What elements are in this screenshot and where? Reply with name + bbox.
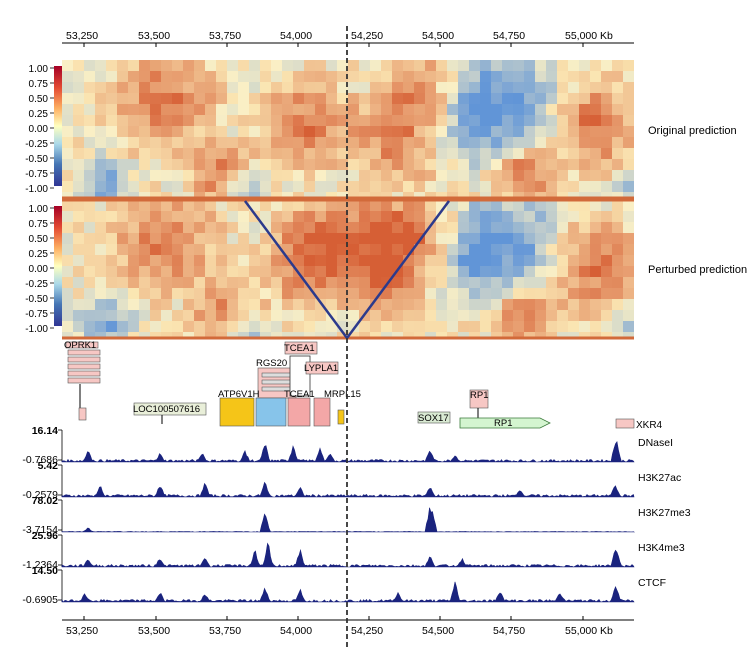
track-max-label: 78.02 [32,495,58,507]
track-name: H3K4me3 [638,542,685,554]
track-min-label: -1.2364 [22,559,58,571]
top-axis-tick-label: 54,500 [422,30,454,42]
colorbar-tick-label: -1.00 [25,184,48,195]
gene-rp1-upper: RP1 [469,389,488,420]
colorbar-original-labels: 1.00 0.75 0.50 0.25 0.00 -0.25 -0.50 -0.75 -1.00 [25,64,54,195]
colorbar-perturbed-labels: 1.00 0.75 0.50 0.25 0.00 -0.25 -0.50 -0.75 -1.00 [25,204,54,335]
top-axis-tick-label: 54,000 [280,30,312,42]
top-axis-tick-label: 55,000 Kb [565,30,613,42]
heatmap-label-perturbed: Perturbed prediction [648,264,747,276]
colorbar-tick-label: 0.50 [29,94,49,105]
gene-label-tcea1-top: TCEA1 [284,343,315,354]
colorbar-tick-label: 0.00 [29,124,49,135]
colorbar-perturbed [54,206,62,326]
bottom-axis-tick-label: 54,000 [280,625,312,637]
track-signal [61,440,635,463]
colorbar-tick-label: -1.00 [25,324,48,335]
track-signal [61,542,635,568]
gene-annotation-track: OPRK1 RGS20 TCEA1 LYPLA1 ATP6V1H TCEA1 M… [64,340,663,431]
top-coordinate-axis: 53,250 53,500 53,750 54,000 54,250 54,500 54,7… [62,30,634,47]
track-name: H3K27ac [638,472,681,484]
colorbar-tick-label: -0.75 [25,309,48,320]
colorbar-tick-label: 1.00 [29,204,49,215]
gene-label-rp1: RP1 [494,418,512,429]
colorbar-tick-label: 1.00 [29,64,49,75]
track-h3k4me3: 25.96 -1.2364 H3K4me3 [22,530,684,571]
colorbar-tick-label: 0.25 [29,249,49,260]
bottom-axis-tick-label: 53,750 [209,625,241,637]
gene-label-atp6v1h: ATP6V1H [218,389,260,400]
top-axis-tick-label: 53,500 [138,30,170,42]
bottom-axis-tick-label: 54,250 [351,625,383,637]
gene-xkr4: XKR4 [615,418,663,431]
bottom-axis-tick-label: 55,000 Kb [565,625,613,637]
gene-label-rp1-upper: RP1 [470,390,488,401]
track-name: DNaseI [638,437,673,449]
track-max-label: 25.96 [32,530,58,542]
track-name: CTCF [638,577,666,589]
track-h3k27ac: 5.42 -0.2579 H3K27ac [22,460,681,501]
gene-loc100507616: LOC100507616 [133,402,207,424]
track-max-label: 16.14 [32,425,58,437]
track-min-label: -0.2579 [22,489,58,501]
colorbar-tick-label: -0.25 [25,139,48,150]
track-signal [61,481,635,498]
colorbar-tick-label: 0.00 [29,264,49,275]
bottom-axis-tick-label: 54,500 [422,625,454,637]
track-name: H3K27me3 [638,507,691,519]
colorbar-original [54,66,62,186]
top-axis-tick-label: 53,250 [66,30,98,42]
track-signal [61,507,636,533]
colorbar-tick-label: 0.50 [29,234,49,245]
track-max-label: 14.50 [32,565,58,577]
original-prediction-heatmap [62,60,634,200]
gene-label-rgs20: RGS20 [256,358,287,369]
track-min-label: -3.7154 [22,524,58,536]
bottom-axis-tick-label: 54,750 [493,625,525,637]
gene-oprk1: OPRK1 [64,340,101,421]
gene-sox17: SOX17 [417,411,451,424]
colorbar-tick-label: -0.25 [25,279,48,290]
gene-label-sox17: SOX17 [418,413,449,424]
track-min-label: -0.7686 [22,454,58,466]
gene-rp1: RP1 [459,417,551,429]
top-axis-tick-label: 53,750 [209,30,241,42]
colorbar-tick-label: -0.50 [25,294,48,305]
gene-label-mrpl15: MRPL15 [324,389,361,400]
gene-label-tcea1: TCEA1 [284,389,315,400]
track-max-label: 5.42 [38,460,59,472]
colorbar-tick-label: -0.75 [25,169,48,180]
colorbar-tick-label: 0.75 [29,79,49,90]
colorbar-tick-label: 0.75 [29,219,49,230]
track-h3k27me3: 78.02 -3.7154 H3K27me3 [22,495,690,536]
bottom-axis-tick-label: 53,500 [138,625,170,637]
gene-label-lypla1: LYPLA1 [304,363,338,374]
colorbar-tick-label: -0.50 [25,154,48,165]
top-axis-tick-label: 54,250 [351,30,383,42]
perturbed-prediction-heatmap [62,198,634,340]
bottom-coordinate-axis: 53,250 53,500 53,750 54,000 54,250 54,500 54,7… [62,616,634,637]
colorbar-tick-label: 0.25 [29,109,49,120]
gene-cluster-center: RGS20 TCEA1 LYPLA1 ATP6V1H TCEA1 MRPL15 [218,341,361,427]
perturbation-line-left [243,200,349,339]
track-ctcf: 14.50 -0.6905 CTCF [22,565,666,606]
top-axis-tick-label: 54,750 [493,30,525,42]
track-signal [61,581,635,603]
signal-tracks: 16.14 -0.7686 DNaseI 5.42 -0.2579 H3K27ac 78.0… [22,425,690,606]
track-min-label: -0.6905 [22,594,58,606]
gene-label-oprk1: OPRK1 [64,340,96,351]
track-dnasei: 16.14 -0.7686 DNaseI [22,425,673,466]
gene-label-xkr4: XKR4 [636,420,663,431]
heatmap-label-original: Original prediction [648,125,737,137]
perturbation-line-right [345,200,451,339]
bottom-axis-tick-label: 53,250 [66,625,98,637]
gene-label-loc100507616: LOC100507616 [133,404,200,415]
